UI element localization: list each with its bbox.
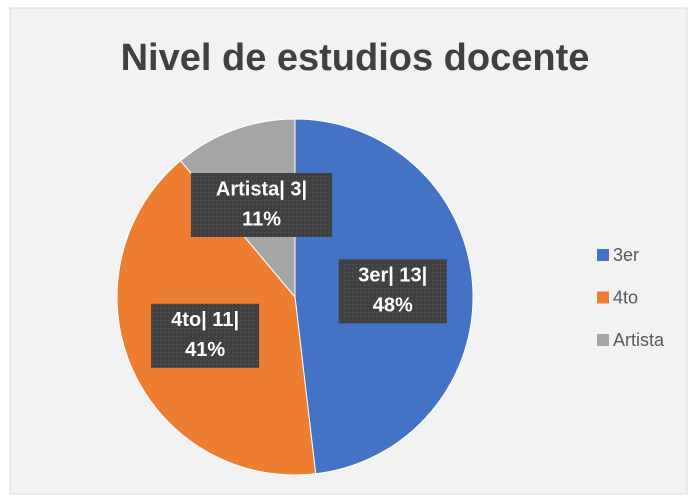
data-label-box — [191, 173, 333, 238]
data-label-box — [338, 259, 447, 324]
legend-swatch — [597, 249, 609, 261]
legend-label: 4to — [613, 287, 638, 307]
data-label: 3er| 13| — [358, 265, 427, 287]
data-label: 4to| 11| — [171, 309, 239, 331]
legend-swatch — [597, 334, 609, 346]
data-label-box — [151, 303, 260, 368]
data-label: 11% — [242, 208, 281, 230]
legend-label: Artista — [613, 330, 665, 350]
data-label: 41% — [185, 339, 225, 361]
legend-label: 3er — [613, 245, 639, 265]
chart-title: Nivel de estudios docente — [121, 37, 590, 79]
legend-swatch — [597, 291, 609, 304]
data-label: Artista| 3| — [216, 178, 307, 200]
data-label: 48% — [373, 295, 413, 317]
